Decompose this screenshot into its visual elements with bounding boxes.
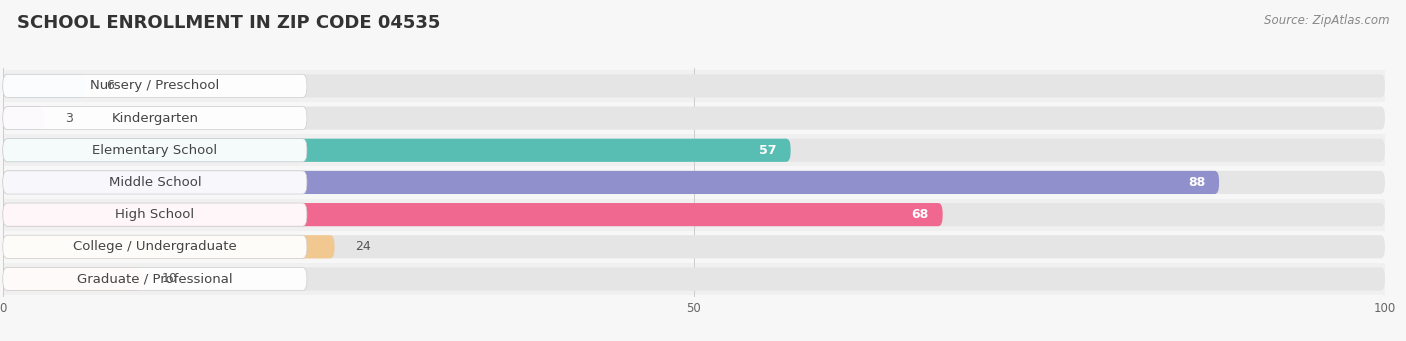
Bar	[0, 198, 1406, 231]
FancyBboxPatch shape	[3, 235, 335, 258]
Bar	[0, 102, 1406, 134]
Text: Elementary School: Elementary School	[93, 144, 218, 157]
Bar	[0, 70, 1406, 102]
FancyBboxPatch shape	[3, 235, 307, 258]
Text: 88: 88	[1188, 176, 1205, 189]
Text: High School: High School	[115, 208, 194, 221]
Bar	[0, 134, 1406, 166]
Text: SCHOOL ENROLLMENT IN ZIP CODE 04535: SCHOOL ENROLLMENT IN ZIP CODE 04535	[17, 14, 440, 32]
FancyBboxPatch shape	[3, 171, 1385, 194]
FancyBboxPatch shape	[3, 139, 1385, 162]
FancyBboxPatch shape	[3, 74, 307, 98]
FancyBboxPatch shape	[3, 203, 942, 226]
Text: Source: ZipAtlas.com: Source: ZipAtlas.com	[1264, 14, 1389, 27]
FancyBboxPatch shape	[3, 74, 86, 98]
FancyBboxPatch shape	[3, 171, 1219, 194]
FancyBboxPatch shape	[3, 235, 1385, 258]
Bar	[0, 231, 1406, 263]
Text: College / Undergraduate: College / Undergraduate	[73, 240, 236, 253]
Text: 3: 3	[65, 112, 73, 124]
FancyBboxPatch shape	[3, 139, 790, 162]
FancyBboxPatch shape	[3, 74, 1385, 98]
Bar	[0, 263, 1406, 295]
Text: Middle School: Middle School	[108, 176, 201, 189]
FancyBboxPatch shape	[3, 106, 1385, 130]
FancyBboxPatch shape	[3, 106, 307, 130]
FancyBboxPatch shape	[3, 139, 307, 162]
FancyBboxPatch shape	[3, 106, 44, 130]
Text: Nursery / Preschool: Nursery / Preschool	[90, 79, 219, 92]
Text: 68: 68	[911, 208, 929, 221]
Text: 57: 57	[759, 144, 776, 157]
Text: 6: 6	[107, 79, 114, 92]
FancyBboxPatch shape	[3, 267, 307, 291]
Bar	[0, 166, 1406, 198]
Text: 10: 10	[162, 272, 177, 285]
FancyBboxPatch shape	[3, 267, 141, 291]
FancyBboxPatch shape	[3, 203, 1385, 226]
FancyBboxPatch shape	[3, 267, 1385, 291]
FancyBboxPatch shape	[3, 203, 307, 226]
Text: Kindergarten: Kindergarten	[111, 112, 198, 124]
Text: Graduate / Professional: Graduate / Professional	[77, 272, 232, 285]
FancyBboxPatch shape	[3, 171, 307, 194]
Text: 24: 24	[356, 240, 371, 253]
